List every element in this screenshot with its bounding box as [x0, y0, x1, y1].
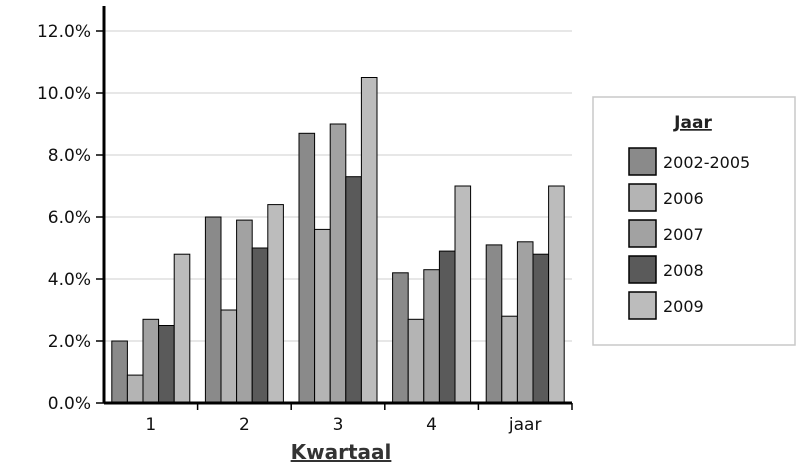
y-tick-label: 12.0%: [37, 22, 91, 42]
y-tick-labels: 0.0% 2.0% 4.0% 6.0% 8.0% 10.0% 12.0%: [37, 22, 91, 414]
x-tick-label: 3: [333, 415, 344, 435]
bar: [126, 374, 144, 404]
bar: [548, 185, 565, 404]
legend-label: 2007: [663, 225, 704, 244]
bar: [407, 318, 425, 404]
x-tick-label: 4: [426, 415, 437, 435]
bar: [314, 228, 331, 404]
y-tick-label: 0.0%: [48, 394, 91, 414]
bar: [532, 253, 550, 404]
bar: [267, 204, 284, 404]
bar: [438, 250, 456, 404]
bar: [142, 318, 160, 404]
bar: [329, 123, 347, 404]
x-tick-label: 1: [145, 415, 156, 435]
bar: [360, 77, 378, 404]
legend-swatch: [628, 183, 657, 212]
x-tick-label: jaar: [508, 415, 542, 435]
legend-swatch: [628, 219, 657, 248]
y-tick-label: 6.0%: [48, 208, 91, 228]
bar: [204, 216, 222, 404]
legend-title: Jaar: [673, 113, 712, 133]
bar: [173, 253, 191, 404]
legend-label: 2006: [663, 189, 704, 208]
bar: [423, 269, 440, 404]
y-tick-label: 10.0%: [37, 84, 91, 104]
bar: [298, 132, 316, 404]
bar: [345, 176, 362, 404]
legend-swatch: [628, 291, 657, 320]
x-axis-label: Kwartaal: [291, 440, 392, 464]
legend-label: 2002-2005: [663, 153, 750, 172]
y-tick-label: 8.0%: [48, 146, 91, 166]
legend-items: 2002-2005 2006 2007 2008 2009: [628, 147, 750, 320]
bar: [251, 247, 269, 404]
bars: [111, 77, 565, 404]
legend-label: 2008: [663, 261, 704, 280]
bar: [392, 272, 409, 404]
bar: [501, 315, 518, 404]
bar: [236, 219, 253, 404]
legend-swatch: [628, 255, 657, 284]
legend: Jaar 2002-2005 2006 2007 2008 2009: [592, 96, 796, 346]
bar: [158, 325, 175, 404]
bar: [220, 309, 238, 404]
bar: [454, 185, 472, 404]
legend-box: [592, 96, 796, 346]
legend-label: 2009: [663, 297, 704, 316]
legend-swatch: [628, 147, 657, 176]
bar: [516, 241, 534, 404]
y-tick-label: 4.0%: [48, 270, 91, 290]
x-tick-labels: 1 2 3 4 jaar: [145, 403, 573, 435]
bar: [485, 244, 503, 404]
y-tick-label: 2.0%: [48, 332, 91, 352]
bar: [111, 340, 128, 404]
x-tick-label: 2: [239, 415, 250, 435]
